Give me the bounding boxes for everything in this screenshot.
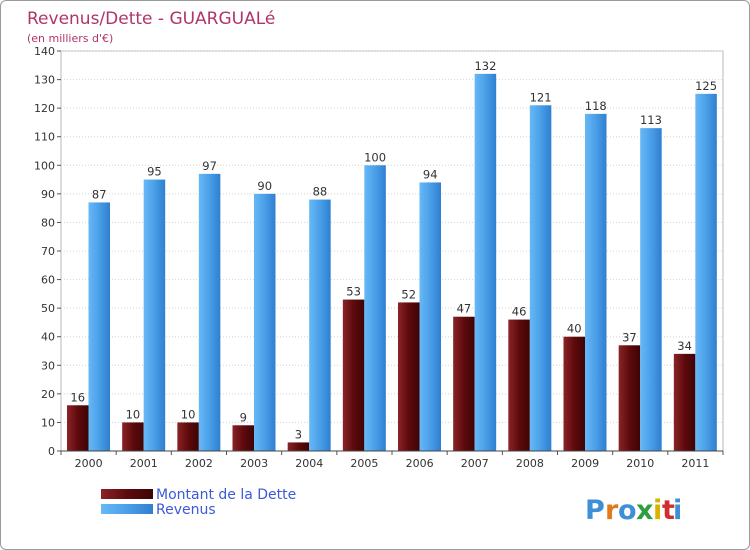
y-tick-label: 60 xyxy=(41,274,55,287)
revenue-bar-2003 xyxy=(254,193,276,451)
debt-value-label: 10 xyxy=(181,407,196,421)
debt-value-label: 10 xyxy=(126,407,141,421)
revenue-bar-2002 xyxy=(198,173,221,451)
debt-bar-2001 xyxy=(122,422,144,451)
revenue-value-label: 90 xyxy=(257,179,272,193)
debt-value-label: 46 xyxy=(512,305,527,319)
x-tick-label: 2004 xyxy=(295,457,323,470)
chart-title: Revenus/Dette - GUARGUALé xyxy=(27,9,275,29)
y-tick-label: 140 xyxy=(34,45,55,58)
revenue-value-label: 113 xyxy=(640,113,662,127)
logo-letter: P xyxy=(585,495,605,526)
debt-bar-2003 xyxy=(232,425,254,451)
debt-value-label: 34 xyxy=(677,339,692,353)
x-tick-label: 2006 xyxy=(406,457,434,470)
y-tick-label: 80 xyxy=(41,216,55,229)
y-tick-label: 100 xyxy=(34,159,55,172)
y-tick-label: 20 xyxy=(41,388,55,401)
y-tick-label: 30 xyxy=(41,359,55,372)
revenue-bar-2007 xyxy=(474,73,497,451)
logo-letter: r xyxy=(605,495,619,526)
revenue-bar-2008 xyxy=(529,105,552,452)
y-tick-label: 70 xyxy=(41,245,55,258)
revenue-value-label: 125 xyxy=(695,79,717,93)
revenue-value-label: 121 xyxy=(530,90,552,104)
revenue-value-label: 88 xyxy=(313,185,328,199)
logo-letter: i xyxy=(653,495,662,526)
debt-bar-2005 xyxy=(342,299,365,451)
y-tick-label: 10 xyxy=(41,416,55,429)
x-tick-label: 2011 xyxy=(681,457,709,470)
x-tick-label: 2008 xyxy=(516,457,544,470)
legend-label-1: Revenus xyxy=(156,502,216,518)
revenue-bar-2011 xyxy=(695,93,717,451)
debt-value-label: 52 xyxy=(401,287,416,301)
y-tick-label: 50 xyxy=(41,302,55,315)
debt-bar-2008 xyxy=(508,319,530,451)
debt-bar-2010 xyxy=(618,345,641,451)
debt-bar-2006 xyxy=(398,302,420,451)
x-tick-label: 2003 xyxy=(240,457,268,470)
x-tick-label: 2002 xyxy=(185,457,213,470)
debt-value-label: 3 xyxy=(295,427,302,441)
legend-swatch-0 xyxy=(101,489,153,499)
debt-bar-2007 xyxy=(453,316,475,451)
debt-value-label: 16 xyxy=(70,390,85,404)
legend-label-0: Montant de la Dette xyxy=(156,487,296,503)
revenue-value-label: 118 xyxy=(585,99,607,113)
revenue-bar-2000 xyxy=(88,202,110,451)
debt-bar-2002 xyxy=(177,422,199,451)
debt-bar-2000 xyxy=(67,405,89,451)
revenue-value-label: 100 xyxy=(364,150,386,164)
chart-subtitle: (en milliers d'€) xyxy=(27,32,113,45)
y-tick-label: 110 xyxy=(34,131,55,144)
debt-value-label: 53 xyxy=(346,285,361,299)
revenue-bar-2006 xyxy=(419,182,441,451)
x-tick-label: 2000 xyxy=(75,457,103,470)
debt-bar-2011 xyxy=(673,353,696,451)
y-tick-label: 90 xyxy=(41,188,55,201)
y-tick-label: 40 xyxy=(41,331,55,344)
plot-area: 0 10 20 30 40 50 60 70 80 90 100 110 120 130 140 16 87 20… xyxy=(34,45,724,470)
y-tick-label: 130 xyxy=(34,74,55,87)
revenue-value-label: 95 xyxy=(147,165,162,179)
debt-bar-2004 xyxy=(287,442,310,451)
revenue-value-label: 97 xyxy=(202,159,217,173)
x-tick-label: 2010 xyxy=(626,457,654,470)
logo-letter: o xyxy=(618,495,637,526)
x-tick-label: 2007 xyxy=(461,457,489,470)
revenue-value-label: 132 xyxy=(474,59,496,73)
revenue-value-label: 87 xyxy=(92,187,107,201)
revenue-bar-2004 xyxy=(309,199,331,451)
debt-value-label: 40 xyxy=(567,322,582,336)
legend-swatch-1 xyxy=(101,504,153,514)
revenue-bar-2009 xyxy=(585,113,607,451)
revenue-bar-2005 xyxy=(364,165,386,452)
revenue-bar-2010 xyxy=(640,128,662,451)
revenue-value-label: 94 xyxy=(423,167,438,181)
logo-letter: t xyxy=(662,495,675,526)
x-tick-label: 2001 xyxy=(130,457,158,470)
debt-value-label: 9 xyxy=(240,410,247,424)
logo-letter: i xyxy=(673,495,682,526)
y-tick-label: 120 xyxy=(34,102,55,115)
revenue-bar-2001 xyxy=(143,179,166,452)
debt-bar-2009 xyxy=(563,336,585,451)
x-tick-label: 2009 xyxy=(571,457,599,470)
debt-value-label: 47 xyxy=(457,302,472,316)
debt-value-label: 37 xyxy=(622,330,637,344)
y-tick-label: 0 xyxy=(48,445,55,458)
x-tick-label: 2005 xyxy=(350,457,378,470)
logo-letter: x xyxy=(636,495,653,526)
